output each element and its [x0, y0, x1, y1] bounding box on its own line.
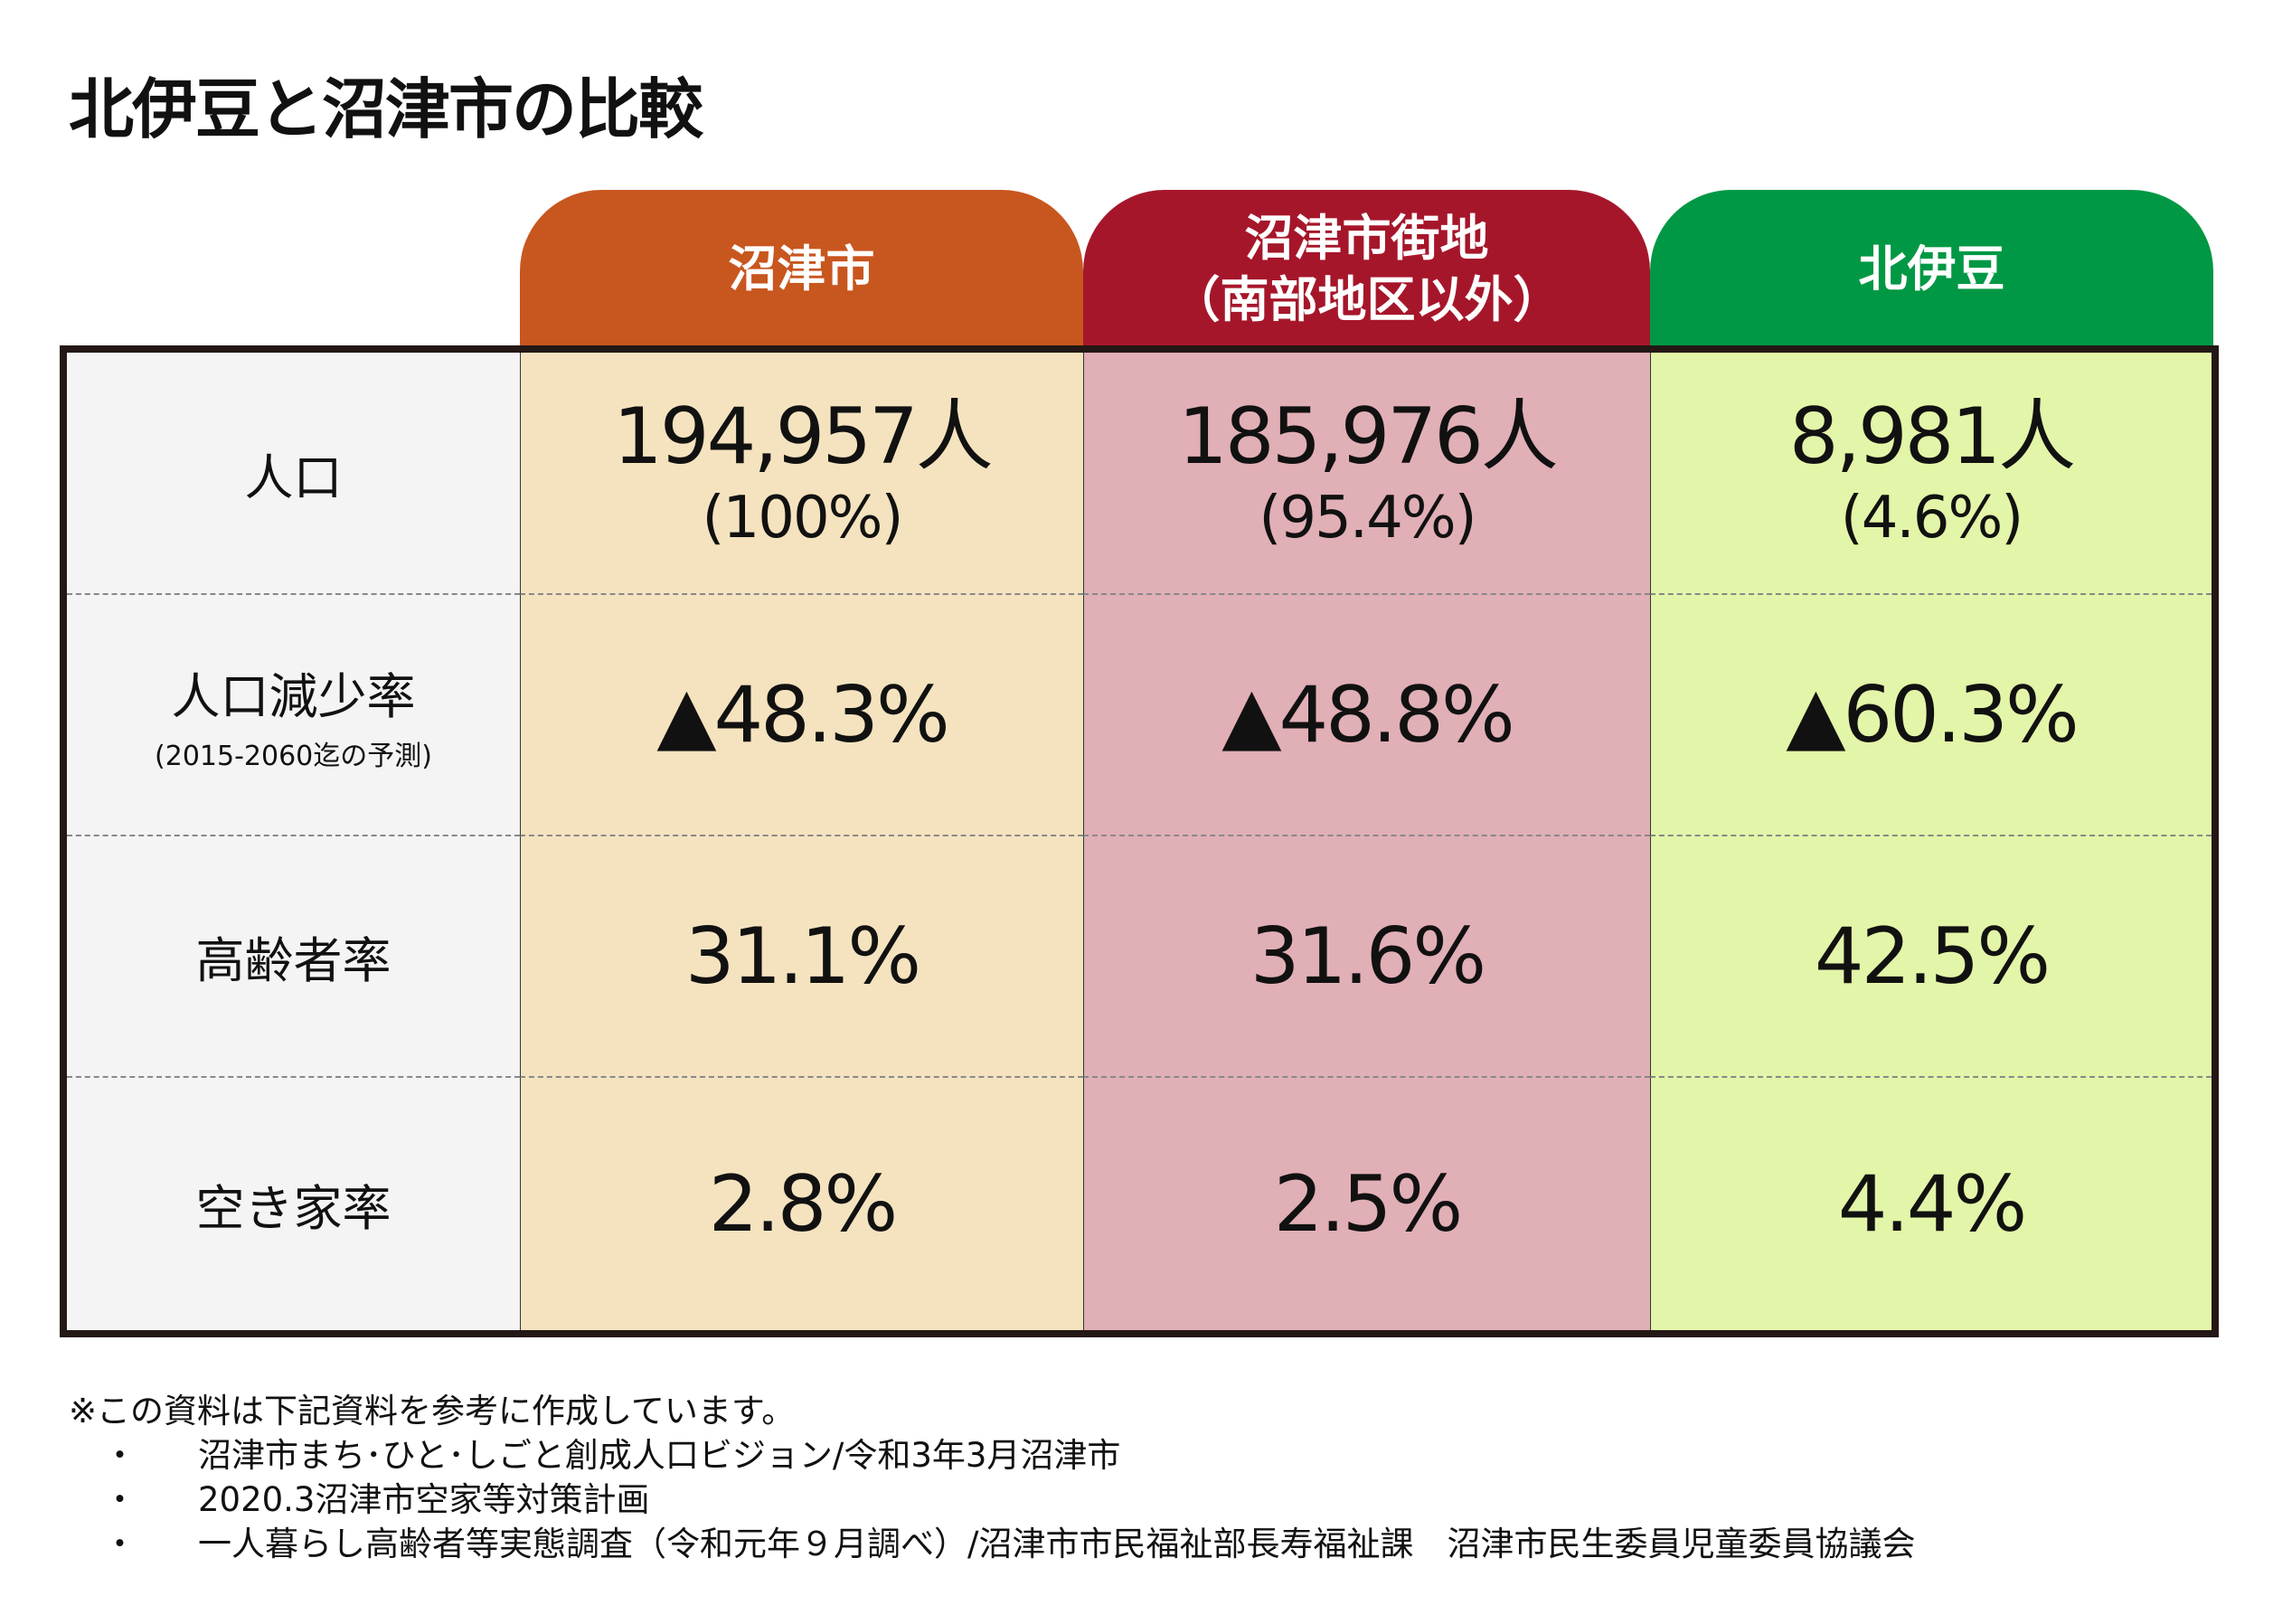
row-label-vacancy-rate: 空き家率	[67, 1078, 520, 1330]
bullet: ・	[103, 1525, 137, 1563]
column-header-numazu: 沼津市	[520, 190, 1083, 349]
table-cell: 42.5%	[1650, 836, 2212, 1078]
cell-value: 31.1%	[684, 911, 921, 1002]
cell-value: 2.5%	[1273, 1158, 1463, 1250]
table-cell: 2.8%	[520, 1078, 1083, 1330]
cell-subvalue: (4.6%)	[1840, 485, 2024, 552]
table-cell: 4.4%	[1650, 1078, 2212, 1330]
cell-value: 42.5%	[1814, 911, 2051, 1002]
column-header-kita-izu: 北伊豆	[1650, 190, 2213, 349]
cell-value: 185,976人	[1178, 392, 1559, 482]
comparison-table: 人口 194,957人 (100%) 185,976人 (95.4%) 8,981人…	[60, 345, 2219, 1337]
cell-value: 2.8%	[708, 1158, 898, 1250]
row-label: 人口減少率	[171, 668, 416, 725]
column-header-label: 沼津市街地	[1244, 210, 1489, 267]
cell-value: ▲48.8%	[1221, 669, 1514, 760]
list-item: ・ 一人暮らし高齢者等実態調査（令和元年９月調べ）/沼津市市民福祉部長寿福祉課 沼…	[69, 1522, 1915, 1566]
table-cell: 31.1%	[520, 836, 1083, 1078]
cell-value: 31.6%	[1250, 911, 1486, 1002]
cell-subvalue: (95.4%)	[1259, 485, 1476, 552]
table-cell: 2.5%	[1083, 1078, 1650, 1330]
cell-subvalue: (100%)	[702, 485, 904, 552]
page-title: 北伊豆と沼津市の比較	[69, 71, 703, 147]
column-header-numazu-urban: 沼津市街地 （南部地区以外）	[1083, 190, 1650, 349]
bullet: ・	[103, 1480, 137, 1519]
column-header-label: 北伊豆	[1858, 241, 2005, 297]
cell-value: ▲48.3%	[656, 669, 949, 760]
row-label: 高齢者率	[195, 932, 391, 989]
row-sublabel: (2015-2060迄の予測)	[155, 741, 432, 772]
column-header-sublabel: （南部地区以外）	[1171, 271, 1562, 328]
list-item: ・ 2020.3沼津市空家等対策計画	[69, 1478, 1915, 1522]
row-label: 空き家率	[195, 1180, 391, 1237]
table-cell: 8,981人 (4.6%)	[1650, 353, 2212, 595]
row-label-elderly-rate: 高齢者率	[67, 836, 520, 1078]
source-notes: ※この資料は下記資料を参考に作成しています。 ・ 沼津市まち･ひと･しごと創成人口…	[69, 1389, 1915, 1566]
cell-value: 194,957人	[613, 392, 994, 482]
cell-value: 8,981人	[1788, 392, 2076, 482]
note-text: 一人暮らし高齢者等実態調査（令和元年９月調べ）/沼津市市民福祉部長寿福祉課 沼津…	[198, 1525, 1916, 1563]
table-cell: ▲48.8%	[1083, 595, 1650, 836]
note-text: 2020.3沼津市空家等対策計画	[198, 1480, 650, 1519]
bullet: ・	[103, 1436, 137, 1475]
table-cell: ▲60.3%	[1650, 595, 2212, 836]
notes-heading: ※この資料は下記資料を参考に作成しています。	[69, 1392, 796, 1430]
row-label-population: 人口	[67, 353, 520, 595]
cell-value: 4.4%	[1837, 1158, 2027, 1250]
table-cell: 185,976人 (95.4%)	[1083, 353, 1650, 595]
row-label: 人口	[244, 448, 343, 506]
row-label-decline-rate: 人口減少率 (2015-2060迄の予測)	[67, 595, 520, 836]
table-cell: 194,957人 (100%)	[520, 353, 1083, 595]
list-item: ・ 沼津市まち･ひと･しごと創成人口ビジョン/令和3年3月沼津市	[69, 1433, 1915, 1478]
column-header-label: 沼津市	[728, 241, 875, 297]
table-cell: 31.6%	[1083, 836, 1650, 1078]
table-cell: ▲48.3%	[520, 595, 1083, 836]
note-text: 沼津市まち･ひと･しごと創成人口ビジョン/令和3年3月沼津市	[198, 1436, 1121, 1475]
cell-value: ▲60.3%	[1786, 669, 2079, 760]
